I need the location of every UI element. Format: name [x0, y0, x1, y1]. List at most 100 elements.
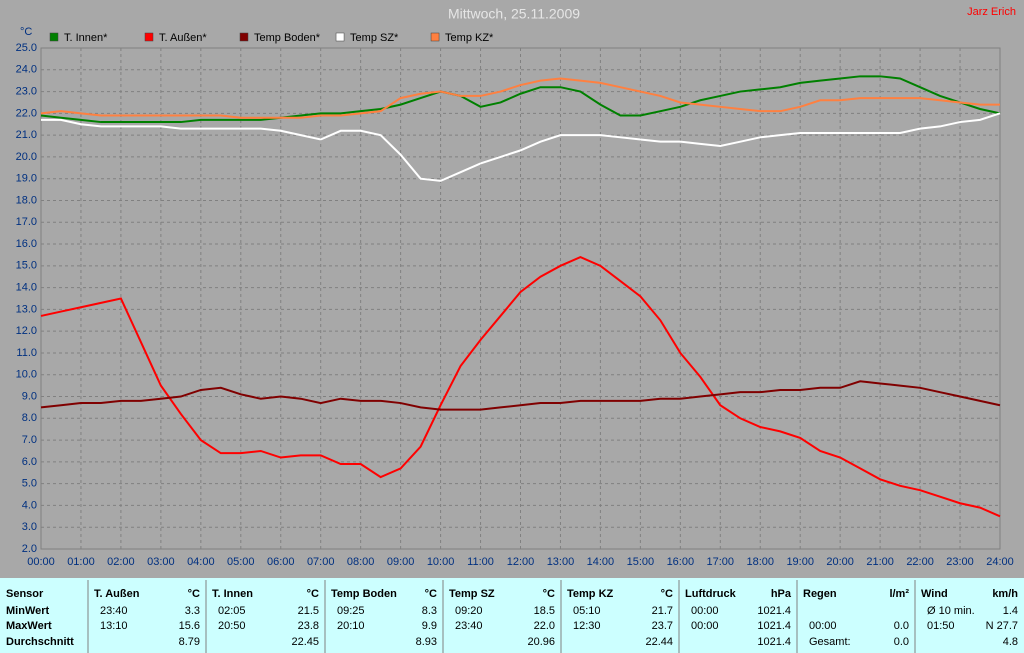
y-tick-label: 17.0 — [16, 216, 37, 228]
y-tick-label: 19.0 — [16, 173, 37, 185]
y-tick-label: 16.0 — [16, 238, 37, 250]
line — [40, 75, 1001, 124]
x-tick-label: 20:00 — [826, 556, 854, 568]
cell-value: 23.8 — [298, 620, 319, 632]
legend-label: Temp SZ* — [350, 32, 399, 44]
column-unit: °C — [543, 588, 555, 600]
cell-value: N 27.7 — [986, 620, 1018, 632]
cell-value: 1.4 — [1003, 605, 1018, 617]
legend-label: Temp KZ* — [445, 32, 494, 44]
x-tick-label: 22:00 — [906, 556, 934, 568]
y-tick-label: 9.0 — [22, 390, 37, 402]
x-tick-label: 17:00 — [707, 556, 735, 568]
column-header: T. Außen — [94, 588, 140, 600]
cell-time: 00:00 — [809, 620, 837, 632]
line — [40, 256, 1001, 518]
y-tick-label: 5.0 — [22, 478, 37, 490]
chart-title: Mittwoch, 25.11.2009 — [448, 6, 580, 22]
line — [40, 77, 1000, 119]
y-tick-label: 25.0 — [16, 42, 37, 54]
column-unit: °C — [307, 588, 319, 600]
column-header: Wind — [921, 588, 948, 600]
cell-value: 15.6 — [179, 620, 200, 632]
x-tick-label: 13:00 — [547, 556, 575, 568]
column-unit: km/h — [992, 588, 1018, 600]
legend-swatch — [335, 32, 345, 42]
column-unit: °C — [425, 588, 437, 600]
cell-value: 9.9 — [422, 620, 437, 632]
cell-value: 20.96 — [527, 636, 555, 648]
x-tick-label: 07:00 — [307, 556, 335, 568]
x-tick-label: 16:00 — [667, 556, 695, 568]
summary-table — [0, 578, 1024, 653]
x-tick-label: 24:00 — [986, 556, 1014, 568]
plot-area — [40, 47, 1001, 550]
y-tick-label: 18.0 — [16, 194, 37, 206]
y-tick-label: 21.0 — [16, 129, 37, 141]
legend-swatch — [430, 32, 440, 42]
legend-label: T. Innen* — [64, 32, 108, 44]
y-tick-label: 13.0 — [16, 303, 37, 315]
cell-time: 12:30 — [573, 620, 601, 632]
y-tick-label: 7.0 — [22, 434, 37, 446]
cell-value: 21.7 — [652, 605, 673, 617]
y-tick-label: 22.0 — [16, 107, 37, 119]
column-header: Luftdruck — [685, 588, 737, 600]
x-tick-label: 19:00 — [786, 556, 814, 568]
cell-time: 20:50 — [218, 620, 246, 632]
y-axis-label: °C — [20, 26, 32, 38]
legend-swatch — [144, 32, 154, 42]
column-header: Regen — [803, 588, 837, 600]
y-tick-label: 10.0 — [16, 369, 37, 381]
x-tick-label: 12:00 — [507, 556, 535, 568]
cell-value: 21.5 — [298, 605, 319, 617]
y-tick-label: 15.0 — [16, 260, 37, 272]
y-tick-label: 12.0 — [16, 325, 37, 337]
y-tick-label: 24.0 — [16, 64, 37, 76]
y-tick-label: 14.0 — [16, 282, 37, 294]
author: Jarz Erich — [967, 6, 1016, 18]
line — [41, 112, 1001, 182]
y-tick-label: 20.0 — [16, 151, 37, 163]
x-tick-label: 03:00 — [147, 556, 175, 568]
x-tick-label: 14:00 — [587, 556, 615, 568]
cell-value: 1021.4 — [757, 620, 791, 632]
cell-time: 09:25 — [337, 605, 365, 617]
x-tick-label: 18:00 — [746, 556, 774, 568]
column-unit: l/m² — [889, 588, 909, 600]
cell-time: 01:50 — [927, 620, 955, 632]
cell-value: 3.3 — [185, 605, 200, 617]
x-tick-label: 08:00 — [347, 556, 375, 568]
cell-value: 0.0 — [894, 620, 909, 632]
y-tick-label: 4.0 — [22, 499, 37, 511]
x-tick-label: 10:00 — [427, 556, 455, 568]
x-tick-label: 00:00 — [27, 556, 55, 568]
cell-time: 02:05 — [218, 605, 246, 617]
cell-time: 13:10 — [100, 620, 128, 632]
cell-time: 09:20 — [455, 605, 483, 617]
cell-time: Gesamt: — [809, 636, 851, 648]
x-tick-label: 21:00 — [866, 556, 894, 568]
y-tick-label: 8.0 — [22, 412, 37, 424]
row-label: MaxWert — [6, 620, 52, 632]
y-tick-label: 3.0 — [22, 521, 37, 533]
cell-value: 0.0 — [894, 636, 909, 648]
cell-value: 4.8 — [1003, 636, 1018, 648]
column-header: T. Innen — [212, 588, 253, 600]
x-tick-label: 11:00 — [467, 556, 494, 568]
y-tick-label: 11.0 — [16, 347, 37, 359]
cell-time: 00:00 — [691, 620, 719, 632]
row-label: MinWert — [6, 605, 50, 617]
y-tick-label: 2.0 — [22, 543, 37, 555]
cell-time: 23:40 — [455, 620, 483, 632]
cell-value: 1021.4 — [757, 605, 791, 617]
legend-swatch — [239, 32, 249, 42]
line — [40, 380, 1001, 411]
column-header: Temp Boden — [331, 588, 397, 600]
column-unit: °C — [661, 588, 673, 600]
legend-swatch — [49, 32, 59, 42]
column-header: Temp KZ — [567, 588, 614, 600]
column-unit: °C — [188, 588, 200, 600]
cell-value: 1021.4 — [757, 636, 791, 648]
